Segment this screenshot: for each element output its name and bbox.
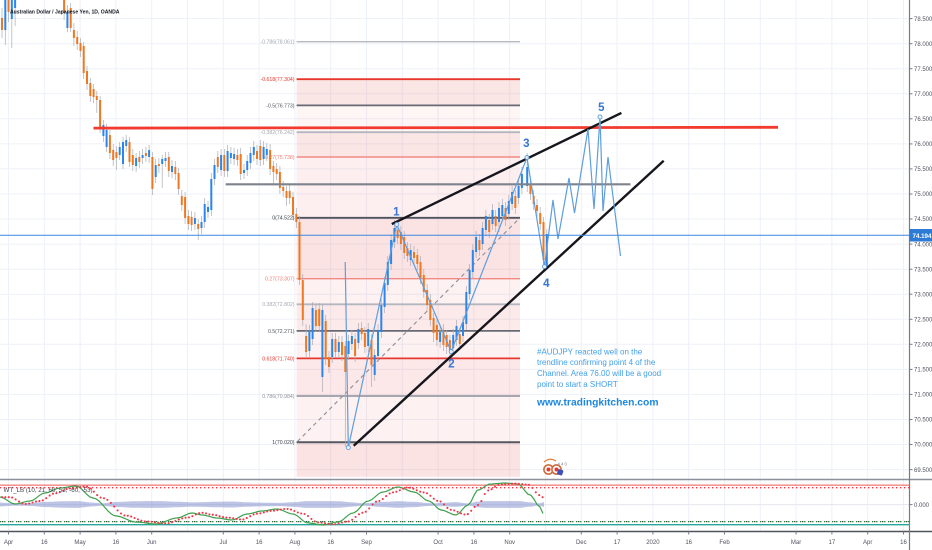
svg-text:Apr: Apr	[863, 540, 872, 546]
svg-text:76.000: 76.000	[914, 142, 932, 148]
svg-text:www.tradingkitchen.com: www.tradingkitchen.com	[536, 398, 658, 409]
svg-text:Aug: Aug	[290, 540, 301, 546]
svg-text:-0.27(75.738): -0.27(75.738)	[263, 155, 294, 161]
svg-text:16: 16	[113, 540, 120, 546]
svg-text:1: 1	[393, 207, 400, 219]
svg-text:WT_LB (10, 21, 60, 53, -60, -5: WT_LB (10, 21, 60, 53, -60, -53)	[4, 487, 93, 494]
svg-text:0.000: 0.000	[914, 503, 930, 509]
svg-text:78.500: 78.500	[914, 17, 932, 23]
svg-text:17: 17	[829, 540, 836, 546]
svg-text:16: 16	[41, 540, 48, 546]
svg-text:Oct: Oct	[433, 540, 443, 546]
svg-text:78.000: 78.000	[914, 42, 932, 48]
svg-text:Nov: Nov	[504, 540, 515, 546]
svg-text:17: 17	[614, 540, 621, 546]
svg-text:point to start a SHORT: point to start a SHORT	[537, 380, 618, 389]
svg-text:73.500: 73.500	[914, 267, 932, 273]
svg-text:Mar: Mar	[791, 540, 801, 546]
svg-text:2: 2	[448, 359, 454, 371]
svg-text:16: 16	[900, 540, 907, 546]
svg-text:4 4 0: 4 4 0	[558, 462, 568, 467]
svg-text:Channel. Area 76.00 will be a: Channel. Area 76.00 will be a good	[537, 369, 661, 378]
svg-text:4: 4	[543, 278, 550, 290]
svg-text:2020: 2020	[646, 540, 660, 546]
svg-text:71.500: 71.500	[914, 368, 932, 374]
svg-text:77.500: 77.500	[914, 67, 932, 73]
svg-text:71.000: 71.000	[914, 393, 932, 399]
svg-text:Apr: Apr	[4, 540, 13, 546]
svg-text:16: 16	[256, 540, 263, 546]
svg-text:75.000: 75.000	[914, 192, 932, 198]
svg-text:70.000: 70.000	[914, 443, 932, 449]
svg-text:1(70.020): 1(70.020)	[272, 440, 294, 446]
svg-text:76.500: 76.500	[914, 117, 932, 123]
svg-text:75.500: 75.500	[914, 167, 932, 173]
svg-text:3: 3	[523, 138, 529, 150]
svg-text:Jun: Jun	[147, 540, 157, 546]
svg-text:0.5(72.271): 0.5(72.271)	[268, 329, 295, 335]
svg-text:#AUDJPY reacted well on the: #AUDJPY reacted well on the	[537, 347, 643, 356]
svg-text:77.000: 77.000	[914, 92, 932, 98]
svg-text:Sep: Sep	[361, 540, 372, 546]
svg-text:74.000: 74.000	[914, 242, 932, 248]
svg-text:0.618(71.740): 0.618(71.740)	[262, 356, 295, 362]
svg-text:74.500: 74.500	[914, 217, 932, 223]
svg-text:72.500: 72.500	[914, 318, 932, 324]
svg-text:70.500: 70.500	[914, 418, 932, 424]
svg-text:Jul: Jul	[219, 540, 227, 546]
svg-text:72.000: 72.000	[914, 343, 932, 349]
svg-text:16: 16	[327, 540, 334, 546]
svg-text:-0.618(77.304): -0.618(77.304)	[260, 77, 294, 83]
svg-text:Dec: Dec	[576, 540, 587, 546]
svg-text:74.194: 74.194	[913, 233, 932, 240]
svg-text:16: 16	[685, 540, 692, 546]
svg-text:16: 16	[471, 540, 478, 546]
svg-text:-0.382(76.242): -0.382(76.242)	[260, 130, 294, 136]
svg-text:trendline confirming point 4 o: trendline confirming point 4 of the	[537, 358, 656, 367]
svg-text:0.382(72.802): 0.382(72.802)	[262, 302, 295, 308]
svg-text:-0.5(76.773): -0.5(76.773)	[266, 103, 295, 109]
svg-text:Australian Dollar / Japanese Y: Australian Dollar / Japanese Yen, 1D, OA…	[10, 10, 120, 16]
svg-text:Feb: Feb	[719, 540, 730, 546]
svg-text:-0.786(78.061): -0.786(78.061)	[260, 40, 294, 46]
svg-text:73.000: 73.000	[914, 292, 932, 298]
svg-text:69.500: 69.500	[914, 468, 932, 474]
svg-text:0.27(73.307): 0.27(73.307)	[265, 277, 295, 283]
svg-text:0(74.522): 0(74.522)	[272, 216, 294, 222]
svg-text:May: May	[74, 540, 85, 546]
svg-text:5: 5	[598, 102, 605, 114]
svg-text:0.786(70.984): 0.786(70.984)	[262, 394, 295, 400]
